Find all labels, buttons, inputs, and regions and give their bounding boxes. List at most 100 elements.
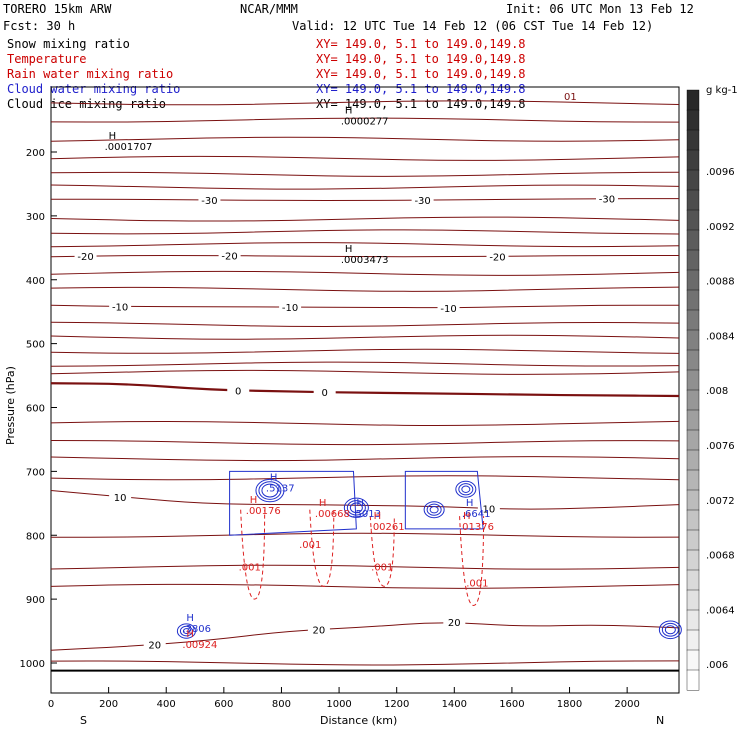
isotherm-label-bg <box>595 192 618 205</box>
colorbar-tick-label: .0092 <box>706 222 735 233</box>
isotherm-label: -30 <box>201 196 217 207</box>
max-value-snow: .0003473 <box>341 255 389 266</box>
isotherm-label: 10 <box>483 504 496 515</box>
isotherm-label-bg <box>74 250 97 263</box>
colorbar-swatch <box>686 89 700 111</box>
plot-frame <box>50 86 680 694</box>
max-value-snow: .0000277 <box>341 116 389 127</box>
isotherm-label: 20 <box>313 626 326 637</box>
max-marker-rain: H <box>186 629 194 640</box>
org-title: NCAR/MMM <box>240 2 298 16</box>
init-time: Init: 06 UTC Mon 13 Feb 12 <box>506 2 694 16</box>
isotherm-label-bg <box>443 616 466 629</box>
y-tick-label: 500 <box>26 340 45 351</box>
rain-contour <box>459 516 485 607</box>
rain-contour-label: .001 <box>466 578 488 589</box>
y-tick-label: 800 <box>26 531 45 542</box>
legend-temperature: Temperature <box>7 52 86 66</box>
colorbar-swatch <box>686 669 700 691</box>
x-tick-label: 1400 <box>442 699 467 710</box>
max-value-rain: .01376 <box>459 522 494 533</box>
max-value-cloud: .5013 <box>352 509 381 520</box>
colorbar-swatch <box>686 509 700 531</box>
rain-contour-label: .001 <box>299 540 321 551</box>
isotherm-line <box>50 361 680 367</box>
isotherm-line <box>50 136 680 142</box>
cloud-water-ring <box>255 478 285 503</box>
isotherm-line <box>50 270 680 276</box>
max-value-rain: .00261 <box>370 522 405 533</box>
y-tick-label: 400 <box>26 276 45 287</box>
max-value-rain: .00924 <box>182 640 217 651</box>
max-value-rain: .00176 <box>246 506 281 517</box>
isotherm-label-bg <box>437 301 460 314</box>
isotherm-label-bg <box>307 623 330 636</box>
isotherm-label-bg <box>198 193 221 206</box>
max-value-cloud: .5137 <box>266 484 295 495</box>
colorbar-tick-label: .0068 <box>706 551 735 562</box>
isotherm-line <box>50 440 680 446</box>
legend-cloud-water: Cloud water mixing ratio <box>7 82 180 96</box>
colorbar-swatch <box>686 349 700 371</box>
colorbar-tick-label: .0088 <box>706 277 735 288</box>
isotherm-top-label: 01 <box>564 92 577 103</box>
x-tick-label: 200 <box>99 699 118 710</box>
isotherm-line <box>50 100 680 106</box>
isotherm-line <box>50 660 680 666</box>
colorbar-swatch <box>686 109 700 131</box>
colorbar-swatch <box>686 229 700 251</box>
isotherm-line <box>50 286 680 292</box>
colorbar-tick-label: .0072 <box>706 496 735 507</box>
max-value-snow: .0001707 <box>105 142 153 153</box>
field-legend: Snow mixing ratio Temperature XY= 149.0,… <box>7 37 526 111</box>
legend-cloud-water-xy: XY= 149.0, 5.1 to 149.0,149.8 <box>316 82 526 96</box>
x-tick-label: 600 <box>214 699 233 710</box>
colorbar-swatch <box>686 289 700 311</box>
cloud-water-ring <box>429 506 439 514</box>
rain-contour <box>240 509 266 600</box>
x-tick-label: 1200 <box>384 699 409 710</box>
colorbar-swatch <box>686 369 700 391</box>
axes-layer: 0 200 400 600 800 1000 1200 1400 1600 1800 2000200… <box>20 148 640 710</box>
x-tick-label: 0 <box>48 699 54 710</box>
cloud-water-ring <box>455 480 477 498</box>
isotherm-label: -30 <box>599 195 615 206</box>
colorbar-swatch <box>686 189 700 211</box>
cloud-water-ring <box>179 625 193 637</box>
colorbar-tick-label: .0096 <box>706 167 735 178</box>
isotherm-line <box>50 564 680 570</box>
y-tick-label: 600 <box>26 404 45 415</box>
north-label: N <box>656 714 664 727</box>
isotherm-label-bg <box>313 386 336 399</box>
isotherm-label: 20 <box>148 640 161 651</box>
isotherm-line <box>50 583 680 589</box>
cloud-water-contour <box>229 470 357 536</box>
forecast-hour: Fcst: 30 h <box>3 19 75 33</box>
colorbar-swatch <box>686 449 700 471</box>
max-marker-cloud: H <box>186 613 194 624</box>
rain-contour <box>369 516 395 587</box>
max-marker-snow: H <box>345 105 353 116</box>
legend-temperature-xy: XY= 149.0, 5.1 to 149.0,149.8 <box>316 52 526 66</box>
max-value-cloud: .3806 <box>182 624 211 635</box>
y-tick-label: 1000 <box>20 659 45 670</box>
colorbar-tick-label: .0064 <box>706 605 735 616</box>
isotherm-layer: -30 -30 -30 -20 -20 -20 -10 -10 -10 0 0 10 10 20 20 20 <box>50 100 680 672</box>
isotherm-line <box>50 475 680 481</box>
colorbar-tick-label: .0076 <box>706 441 735 452</box>
maxima-layer: H.0001707H.0000277H.0003473H.3806H.00924… <box>105 105 494 651</box>
y-tick-label: 200 <box>26 148 45 159</box>
cloud-water-ring <box>658 620 682 640</box>
colorbar-swatch <box>686 569 700 591</box>
colorbar-swatch <box>686 589 700 611</box>
cloud-water-ring <box>426 503 442 516</box>
isotherm-label-bg <box>143 638 166 651</box>
colorbar-units: g kg-1 <box>706 85 738 96</box>
x-tick-label: 400 <box>157 699 176 710</box>
isotherm-line <box>50 216 680 222</box>
colorbar-swatch <box>686 149 700 171</box>
max-value-cloud: .6641 <box>462 509 491 520</box>
isotherm-label-bg <box>109 490 132 503</box>
isotherm-line <box>50 155 680 161</box>
